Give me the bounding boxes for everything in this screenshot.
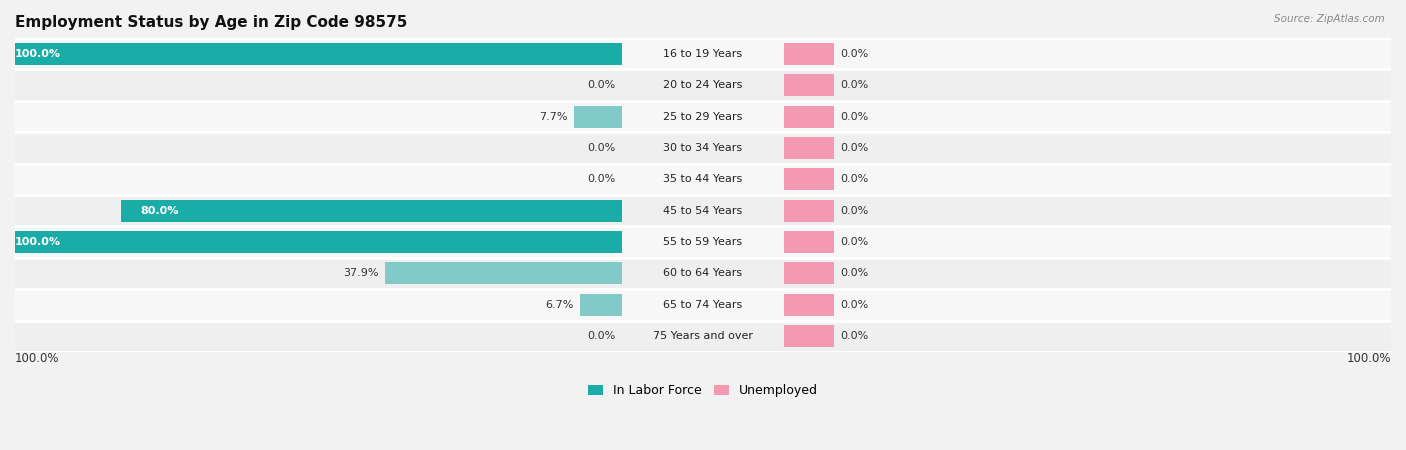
Bar: [15, 132, 1391, 164]
Text: 7.7%: 7.7%: [538, 112, 567, 122]
Text: 60 to 64 Years: 60 to 64 Years: [664, 269, 742, 279]
Bar: [574, 106, 621, 127]
Bar: [0, 43, 621, 65]
Text: 0.0%: 0.0%: [841, 174, 869, 184]
Text: 16 to 19 Years: 16 to 19 Years: [664, 49, 742, 59]
Bar: [15, 164, 1391, 195]
Text: 45 to 54 Years: 45 to 54 Years: [664, 206, 742, 216]
Bar: [15, 101, 1391, 132]
Text: 0.0%: 0.0%: [841, 300, 869, 310]
Text: Employment Status by Age in Zip Code 98575: Employment Status by Age in Zip Code 985…: [15, 15, 408, 30]
Text: 0.0%: 0.0%: [841, 269, 869, 279]
Text: 0.0%: 0.0%: [588, 143, 616, 153]
Bar: [121, 200, 621, 222]
Bar: [785, 262, 834, 284]
Bar: [785, 43, 834, 65]
Text: 0.0%: 0.0%: [841, 143, 869, 153]
Text: 0.0%: 0.0%: [841, 206, 869, 216]
Text: Source: ZipAtlas.com: Source: ZipAtlas.com: [1274, 14, 1385, 23]
Legend: In Labor Force, Unemployed: In Labor Force, Unemployed: [583, 379, 823, 402]
Text: 20 to 24 Years: 20 to 24 Years: [664, 80, 742, 90]
Text: 0.0%: 0.0%: [841, 112, 869, 122]
Bar: [15, 38, 1391, 69]
Text: 55 to 59 Years: 55 to 59 Years: [664, 237, 742, 247]
Text: 37.9%: 37.9%: [343, 269, 378, 279]
Bar: [15, 195, 1391, 226]
Text: 100.0%: 100.0%: [15, 237, 60, 247]
Bar: [785, 106, 834, 127]
Bar: [15, 320, 1391, 352]
Bar: [15, 69, 1391, 101]
Bar: [785, 168, 834, 190]
Text: 0.0%: 0.0%: [841, 331, 869, 341]
Bar: [15, 226, 1391, 258]
Text: 0.0%: 0.0%: [588, 331, 616, 341]
Text: 0.0%: 0.0%: [841, 237, 869, 247]
Text: 80.0%: 80.0%: [141, 206, 179, 216]
Text: 100.0%: 100.0%: [1347, 352, 1391, 365]
Bar: [785, 74, 834, 96]
Text: 0.0%: 0.0%: [841, 49, 869, 59]
Text: 100.0%: 100.0%: [15, 49, 60, 59]
Text: 6.7%: 6.7%: [546, 300, 574, 310]
Bar: [579, 294, 621, 316]
Bar: [785, 200, 834, 222]
Bar: [15, 258, 1391, 289]
Text: 75 Years and over: 75 Years and over: [652, 331, 754, 341]
Bar: [785, 325, 834, 347]
Bar: [385, 262, 621, 284]
Bar: [15, 289, 1391, 320]
Text: 30 to 34 Years: 30 to 34 Years: [664, 143, 742, 153]
Bar: [785, 231, 834, 253]
Bar: [0, 231, 621, 253]
Text: 100.0%: 100.0%: [15, 352, 59, 365]
Text: 0.0%: 0.0%: [588, 80, 616, 90]
Text: 65 to 74 Years: 65 to 74 Years: [664, 300, 742, 310]
Text: 35 to 44 Years: 35 to 44 Years: [664, 174, 742, 184]
Bar: [785, 137, 834, 159]
Text: 25 to 29 Years: 25 to 29 Years: [664, 112, 742, 122]
Text: 0.0%: 0.0%: [588, 174, 616, 184]
Bar: [785, 294, 834, 316]
Text: 0.0%: 0.0%: [841, 80, 869, 90]
